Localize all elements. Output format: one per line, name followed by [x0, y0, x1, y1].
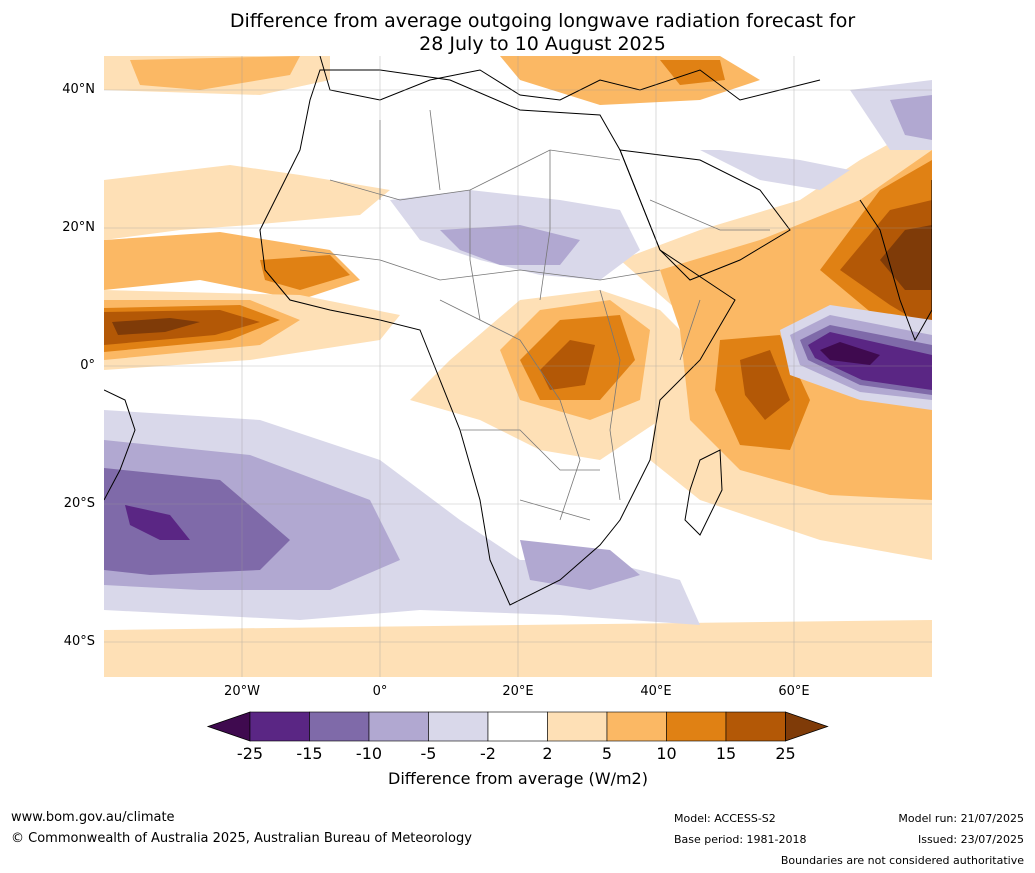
colorbar-tick-label: -2	[480, 744, 496, 763]
anomaly-north-atlantic	[130, 56, 300, 90]
anomaly-sahara	[440, 225, 580, 265]
anomaly-indian-ocean-negative-max	[820, 342, 880, 365]
lat-tick-20s: 20°S	[63, 496, 95, 511]
colorbar-segment	[725, 711, 786, 742]
footer-url: www.bom.gov.au/climate	[11, 810, 175, 825]
footer-model-run: Model run: 21/07/2025	[898, 812, 1024, 825]
lat-tick-0: 0°	[80, 358, 95, 373]
colorbar-segment	[487, 711, 548, 742]
lon-tick-0: 0°	[372, 684, 388, 699]
lat-tick-40n: 40°N	[62, 82, 95, 97]
india-coastline	[859, 180, 932, 342]
colorbar-segment	[249, 711, 310, 742]
footer-issued: Issued: 23/07/2025	[917, 833, 1024, 846]
colorbar-segment	[547, 711, 608, 742]
anomaly-iran-stronger	[890, 95, 932, 140]
footer-base-period: Base period: 1981-2018	[674, 833, 807, 846]
anomaly-south-atlantic-stronger	[125, 505, 190, 540]
footer-copyright: © Commonwealth of Australia 2025, Austra…	[11, 831, 472, 846]
anomaly-iocean-stronger	[740, 350, 790, 420]
colorbar-segment	[309, 711, 370, 742]
madagascar-coastline	[684, 449, 723, 536]
anomaly-south-africa	[520, 540, 640, 590]
colorbar-tick-label: 25	[775, 744, 796, 763]
map-title: Difference from average outgoing longwav…	[104, 10, 981, 56]
colorbar-tick-label: -15	[296, 744, 323, 763]
colorbar	[206, 711, 829, 742]
colorbar-extend-low	[206, 711, 251, 742]
colorbar-segment	[428, 711, 489, 742]
lon-tick-20e: 20°E	[502, 684, 534, 699]
colorbar-tick-label: -25	[236, 744, 264, 763]
colorbar-tick-label: 2	[542, 744, 553, 763]
anomaly-south-atlantic-strong	[104, 468, 290, 575]
title-line-2: 28 July to 10 August 2025	[419, 33, 666, 55]
lat-tick-20n: 20°N	[62, 220, 95, 235]
anomaly-gulf-guinea-max	[112, 318, 200, 335]
country-boundaries	[299, 109, 770, 521]
lon-tick-40e: 40°E	[640, 684, 672, 699]
anomaly-central-africa-stronger	[540, 340, 595, 390]
gridlines	[104, 56, 932, 677]
footer-model: Model: ACCESS-S2	[674, 812, 776, 825]
colorbar-label: Difference from average (W/m2)	[388, 769, 648, 788]
title-line-1: Difference from average outgoing longwav…	[229, 10, 856, 32]
south-america-coastline	[104, 389, 136, 501]
map-area	[104, 56, 932, 677]
colorbar-segment	[666, 711, 727, 742]
anomaly-west-africa-strong	[260, 255, 350, 290]
colorbar-extend-high	[785, 711, 829, 742]
lon-tick-20w: 20°W	[224, 684, 260, 699]
anomaly-arabia-light	[610, 150, 850, 190]
colorbar-tick-label: 5	[601, 744, 613, 763]
colorbar-segment	[606, 711, 667, 742]
footer-disclaimer: Boundaries are not considered authoritat…	[780, 854, 1024, 867]
lon-tick-60e: 60°E	[778, 684, 810, 699]
colorbar-tick-label: 15	[715, 744, 737, 763]
lat-tick-40s: 40°S	[63, 634, 95, 649]
colorbar-segment	[368, 711, 429, 742]
arabia-coastline	[619, 149, 791, 281]
colorbar-tick-label: -10	[355, 744, 383, 763]
anomaly-gulf-guinea-stronger	[104, 310, 260, 345]
anomaly-sahel-light	[104, 165, 390, 240]
colorbar-tick-label: -5	[420, 744, 437, 763]
colorbar-tick-label: 10	[656, 744, 677, 763]
